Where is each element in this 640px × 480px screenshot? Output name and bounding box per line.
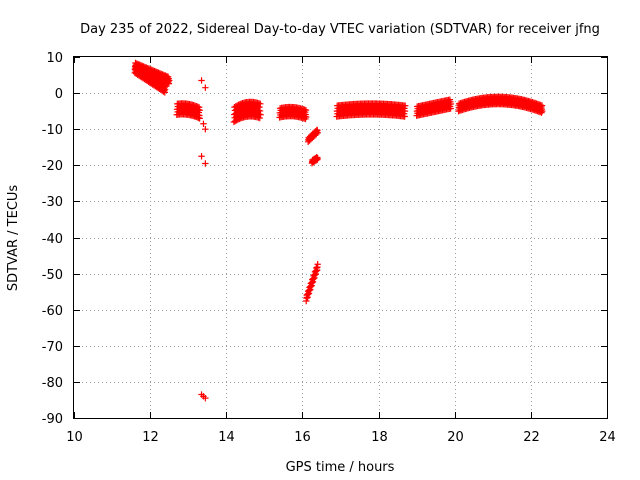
x-tick-label: 18	[371, 430, 388, 445]
axis-ticks: 10 12 14 16 18 20 22 24 10 0 -10 -20 -30 -40 -50 -60 -70…	[42, 51, 616, 445]
y-axis-label: SDTVAR / TECUs	[6, 185, 21, 292]
data-point	[314, 154, 321, 162]
x-tick-label: 16	[294, 430, 311, 445]
y-tick-label: 10	[46, 51, 63, 66]
grid	[74, 57, 607, 418]
data-point	[257, 111, 264, 118]
data-point	[314, 129, 321, 137]
data-point	[303, 113, 310, 121]
y-tick-label: -30	[42, 195, 63, 210]
y-tick-label: -70	[42, 340, 63, 355]
x-tick-label: 24	[599, 430, 616, 445]
data-point	[200, 393, 207, 400]
y-tick-label: -40	[42, 232, 63, 247]
data-point	[314, 261, 321, 268]
y-tick-label: -50	[42, 268, 63, 283]
y-tick-label: -20	[42, 159, 63, 174]
x-axis-label: GPS time / hours	[286, 460, 395, 475]
plot-frame	[73, 56, 608, 419]
y-tick-label: 0	[55, 87, 63, 102]
data-point	[402, 102, 409, 109]
y-tick-label: -90	[42, 412, 63, 427]
data-point	[256, 114, 263, 122]
data-point	[257, 100, 264, 108]
data-point	[302, 106, 310, 114]
data-point	[196, 107, 203, 114]
data-point	[202, 160, 209, 167]
data-point	[401, 113, 408, 120]
data-point	[200, 120, 207, 127]
y-tick-label: -10	[42, 123, 63, 138]
x-tick-label: 12	[142, 430, 159, 445]
data-point	[538, 102, 546, 109]
data-point	[196, 115, 203, 122]
chart-title: Day 235 of 2022, Sidereal Day-to-day VTE…	[80, 22, 600, 37]
data-point	[401, 107, 409, 115]
y-tick-label: -60	[42, 304, 63, 319]
data-point	[447, 100, 455, 108]
y-tick-label: -80	[42, 376, 63, 391]
data-point	[165, 77, 173, 84]
data-point	[539, 107, 546, 115]
x-tick-label: 22	[523, 430, 540, 445]
data-point	[202, 84, 209, 91]
x-tick-label: 20	[447, 430, 464, 445]
x-tick-label: 14	[218, 430, 235, 445]
x-tick-label: 10	[66, 430, 83, 445]
data-point	[162, 83, 169, 90]
data-point	[198, 77, 205, 84]
data-point	[198, 153, 205, 160]
data-points	[131, 59, 546, 402]
data-point	[202, 126, 209, 133]
